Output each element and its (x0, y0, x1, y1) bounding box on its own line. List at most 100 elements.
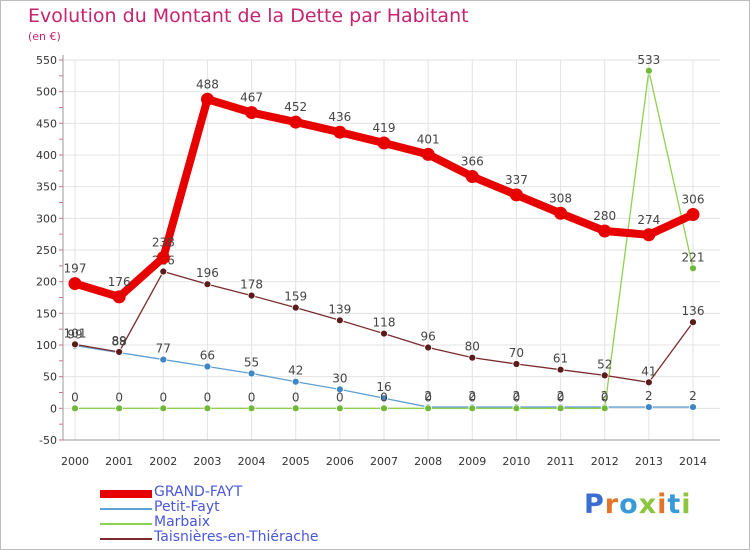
data-point (465, 170, 479, 184)
data-point (424, 343, 433, 352)
data-label: 42 (288, 364, 303, 378)
legend-swatch (100, 490, 152, 498)
data-label: 0 (159, 390, 167, 404)
x-tick-label: 2012 (591, 455, 619, 468)
data-label: 467 (240, 91, 263, 105)
logo-letter: o (619, 489, 639, 520)
data-point (203, 362, 212, 371)
logo-letter: r (604, 489, 620, 520)
data-point (291, 377, 300, 386)
data-point (598, 224, 612, 238)
data-label: 118 (373, 316, 396, 330)
data-point (335, 385, 344, 394)
x-tick-label: 2003 (193, 455, 221, 468)
data-label: 0 (380, 390, 388, 404)
y-tick-label: 200 (36, 276, 57, 289)
data-point (468, 353, 477, 362)
data-label: 80 (465, 340, 480, 354)
data-point (689, 264, 697, 273)
data-label: 178 (240, 278, 263, 292)
y-tick-label: 100 (36, 339, 57, 352)
data-label: 89 (112, 334, 127, 348)
data-point (380, 404, 388, 413)
unit-label: (en €) (28, 30, 61, 43)
data-label: 0 (71, 390, 79, 404)
logo-letter: x (638, 489, 658, 520)
y-tick-label: 250 (36, 244, 57, 257)
data-point (335, 404, 344, 413)
data-label: 70 (509, 346, 524, 360)
data-label: 0 (248, 390, 256, 404)
data-point (291, 404, 300, 413)
data-label: 337 (505, 173, 528, 187)
legend-swatch (100, 523, 152, 525)
data-label: 0 (336, 390, 344, 404)
y-tick-label: 300 (36, 212, 57, 225)
data-point (644, 378, 653, 387)
data-label: 366 (461, 155, 484, 169)
data-point (159, 267, 168, 276)
y-tick-label: 150 (36, 307, 57, 320)
data-point (247, 404, 256, 413)
y-tick-label: 550 (36, 54, 57, 67)
data-label: 401 (417, 132, 440, 146)
y-tick-label: 500 (36, 86, 57, 99)
data-label: 96 (421, 330, 436, 344)
chart-legend: GRAND-FAYT Petit-Fayt Marbaix Taisnières-en… (100, 484, 360, 546)
data-label: 238 (152, 236, 175, 250)
data-point (247, 291, 256, 300)
logo-letter: t (667, 489, 682, 520)
data-label: 436 (328, 110, 351, 124)
x-tick-label: 2004 (238, 455, 266, 468)
data-point (644, 403, 653, 411)
y-tick-label: 50 (43, 371, 57, 384)
data-label: 77 (156, 342, 171, 356)
data-label: 488 (196, 77, 219, 91)
data-point (112, 290, 126, 304)
data-label: 0 (513, 390, 521, 404)
data-label: 533 (637, 53, 660, 67)
data-label: 101 (64, 326, 87, 340)
data-label: 0 (204, 390, 212, 404)
legend-label: Marbaix (154, 514, 211, 530)
proxiti-logo: Proxiti (584, 489, 692, 520)
data-label: 2 (424, 389, 432, 403)
data-point (291, 303, 300, 312)
y-tick-label: 450 (36, 117, 57, 130)
data-label: 41 (641, 364, 656, 378)
data-label: 308 (549, 191, 572, 205)
data-point (71, 404, 79, 413)
legend-swatch (100, 508, 152, 510)
logo-letter: i (657, 489, 668, 520)
data-point (642, 228, 656, 242)
x-tick-label: 2001 (105, 455, 133, 468)
data-point (512, 404, 521, 413)
data-point (556, 365, 565, 374)
data-label: 30 (332, 371, 347, 385)
data-label: 2 (468, 389, 476, 403)
data-label: 136 (682, 304, 705, 318)
data-label: 280 (593, 209, 616, 223)
data-point (600, 371, 609, 380)
data-point (115, 348, 124, 356)
data-point (203, 404, 212, 413)
legend-item: GRAND-FAYT (100, 484, 360, 501)
data-label: 139 (328, 302, 351, 316)
data-label: 306 (682, 193, 705, 207)
data-point (554, 206, 568, 220)
data-point (556, 404, 565, 413)
data-point (509, 188, 523, 202)
data-label: 419 (373, 121, 396, 135)
data-point (203, 280, 212, 289)
data-point (468, 404, 477, 413)
x-tick-label: 2006 (326, 455, 354, 468)
logo-letter: P (584, 489, 605, 520)
legend-label: Taisnières-en-Thiérache (154, 529, 319, 545)
data-point (71, 340, 79, 349)
data-point (115, 404, 124, 413)
data-point (335, 316, 344, 325)
x-tick-label: 2007 (370, 455, 398, 468)
data-label: 16 (376, 380, 391, 394)
x-tick-label: 2005 (282, 455, 310, 468)
data-label: 2 (601, 389, 609, 403)
